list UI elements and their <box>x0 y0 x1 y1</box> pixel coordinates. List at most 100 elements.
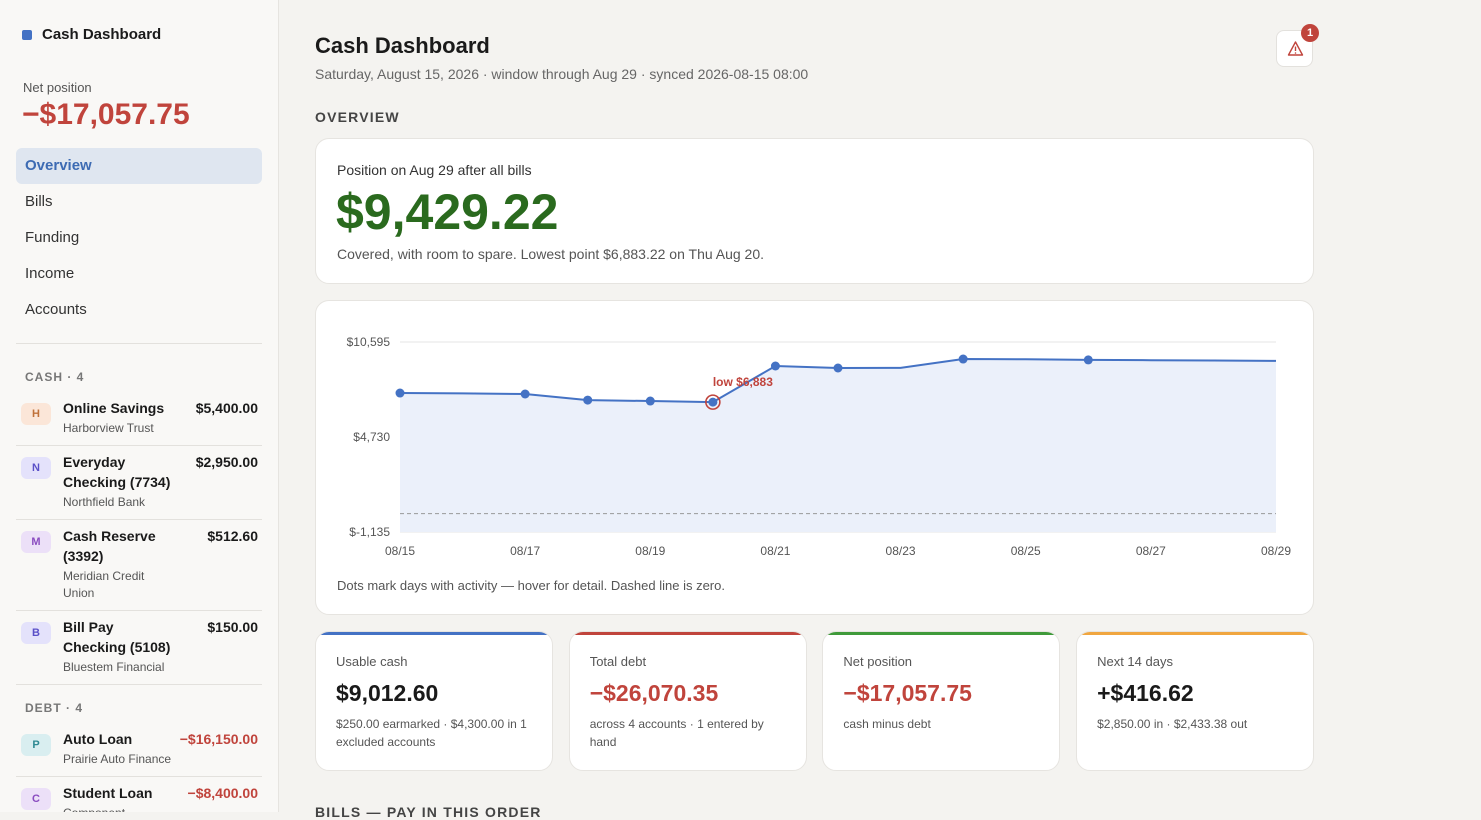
group-title: CASH · 4 <box>25 370 85 384</box>
account-bank: Northfield Bank <box>63 495 146 509</box>
card-value: −$17,057.75 <box>843 680 972 706</box>
sidebar: Cash Dashboard Net position −$17,057.75 … <box>0 0 279 812</box>
card-value: −$26,070.35 <box>589 680 719 706</box>
y-tick-label: $4,730 <box>353 430 390 444</box>
card-note: $250.00 earmarked · $4,300.00 in 1 exclu… <box>336 717 527 749</box>
brand: Cash Dashboard <box>22 26 161 43</box>
account-bank: Prairie Auto Finance <box>63 752 172 766</box>
nav: Overview Bills Funding Income Accounts <box>16 148 262 328</box>
nav-item[interactable]: Income <box>25 265 75 282</box>
x-tick-label: 08/17 <box>510 544 540 558</box>
annotation: low $6,883 <box>713 375 773 389</box>
account-bank: Bluestem Financial <box>63 660 165 674</box>
low-ring <box>705 394 721 410</box>
y-tick-label: $-1,135 <box>349 525 390 539</box>
x-tick-label: 08/21 <box>760 544 790 558</box>
overview-note: Covered, with room to spare. Lowest poin… <box>337 246 765 262</box>
overview-card: Position on Aug 29 after all bills $9,42… <box>315 138 1314 284</box>
alert-icon <box>1287 41 1304 56</box>
x-tick-label: 08/25 <box>1011 544 1041 558</box>
section-title: OVERVIEW <box>315 109 400 125</box>
account-row[interactable]: M Cash Reserve (3392) Meridian Credit Unio… <box>16 520 262 611</box>
nav-item[interactable]: Funding <box>25 229 80 246</box>
account-bank: Harborview Trust <box>63 421 154 435</box>
card-label: Total debt <box>589 654 647 669</box>
point <box>583 395 593 405</box>
account-badge: N <box>21 457 51 479</box>
account-badge: M <box>21 531 51 553</box>
account-bank: Meridian Credit Union <box>63 569 145 600</box>
x-tick-label: 08/27 <box>1136 544 1166 558</box>
account-name: Auto Loan <box>63 731 133 747</box>
chart-footnote: Dots mark days with activity — hover for… <box>337 578 725 593</box>
stat-card: Usable cash $9,012.60 $250.00 earmarked · … <box>315 631 553 771</box>
point <box>770 361 780 371</box>
group-title: DEBT · 4 <box>25 701 84 715</box>
y-tick-label: $10,595 <box>347 335 391 349</box>
card-label: Next 14 days <box>1097 654 1173 669</box>
stat-card: Total debt −$26,070.35 across 4 accounts ·… <box>568 631 807 771</box>
card-accent <box>1077 632 1314 635</box>
account-badge: B <box>21 622 51 644</box>
account-badge: P <box>21 734 51 756</box>
x-tick-label: 08/19 <box>635 544 665 558</box>
account-name: Bill Pay Checking (5108) <box>63 619 171 655</box>
account-row[interactable]: N Everyday Checking (7734) Northfield Bank… <box>16 446 262 520</box>
nav-item[interactable]: Bills <box>25 193 53 210</box>
x-tick-label: 08/29 <box>1261 544 1291 558</box>
account-amount: $2,950.00 <box>195 454 258 470</box>
account-name: Student Loan <box>63 785 153 801</box>
card-accent <box>823 632 1060 635</box>
chart: $-1,135 $4,730 $10,595 08/15 08/17 08/19 08/21… <box>337 335 1291 593</box>
alert-count: 1 <box>1301 24 1319 42</box>
point <box>520 389 530 399</box>
account-row[interactable]: C Student Loan Component −$8,400.00 <box>16 777 262 812</box>
account-name: Cash Reserve (3392) <box>63 528 156 564</box>
nav-item[interactable]: Overview <box>16 148 262 184</box>
account-badge: H <box>21 403 51 425</box>
net-label: Net position <box>23 80 92 95</box>
section-title: BILLS — PAY IN THIS ORDER <box>315 804 542 820</box>
point <box>833 363 843 373</box>
point <box>645 396 655 406</box>
account-groups: CASH · 4 H Online Savings Harborview Trust $… <box>16 343 262 812</box>
net-value: −$17,057.75 <box>22 98 190 131</box>
account-amount: $5,400.00 <box>195 400 258 416</box>
card-label: Usable cash <box>336 654 408 669</box>
card-note: cash minus debt <box>843 717 931 731</box>
overview-label: Position on Aug 29 after all bills <box>337 162 532 178</box>
x-tick-label: 08/23 <box>886 544 916 558</box>
nav-item[interactable]: Accounts <box>25 301 87 318</box>
page-title: Cash Dashboard <box>315 33 490 58</box>
stat-card: Next 14 days +$416.62 $2,850.00 in · $2,43… <box>1076 631 1315 771</box>
account-amount: −$8,400.00 <box>187 785 258 801</box>
card-value: +$416.62 <box>1097 680 1194 706</box>
card-value: $9,012.60 <box>336 680 439 706</box>
account-name: Online Savings <box>63 400 165 416</box>
stat-card: Net position −$17,057.75 cash minus debt <box>822 631 1061 771</box>
account-amount: $512.60 <box>207 528 258 544</box>
account-row[interactable]: B Bill Pay Checking (5108) Bluestem Financ… <box>16 611 262 685</box>
card-accent <box>316 632 552 635</box>
card-accent <box>569 632 806 635</box>
area <box>400 359 1276 532</box>
point <box>708 397 718 407</box>
point <box>958 354 968 364</box>
brand-title: Cash Dashboard <box>42 26 162 43</box>
point <box>395 388 405 398</box>
page-subtitle: Saturday, August 15, 2026 · window throu… <box>315 66 809 82</box>
account-amount: −$16,150.00 <box>179 731 258 747</box>
account-bank: Component <box>63 805 173 812</box>
account-amount: $150.00 <box>207 619 258 635</box>
card-note: across 4 accounts · 1 entered by hand <box>589 717 764 749</box>
card-label: Net position <box>843 654 913 669</box>
chart-card: $-1,135 $4,730 $10,595 08/15 08/17 08/19 08/21… <box>315 300 1314 615</box>
account-name: Everyday Checking (7734) <box>63 454 171 490</box>
account-row[interactable]: H Online Savings Harborview Trust $5,400.00 <box>16 392 262 446</box>
account-badge: C <box>21 788 51 810</box>
card-note: $2,850.00 in · $2,433.38 out <box>1097 717 1248 731</box>
account-row[interactable]: P Auto Loan Prairie Auto Finance −$16,150.0… <box>16 723 262 777</box>
overview-value: $9,429.22 <box>336 184 559 240</box>
point <box>1083 355 1093 365</box>
